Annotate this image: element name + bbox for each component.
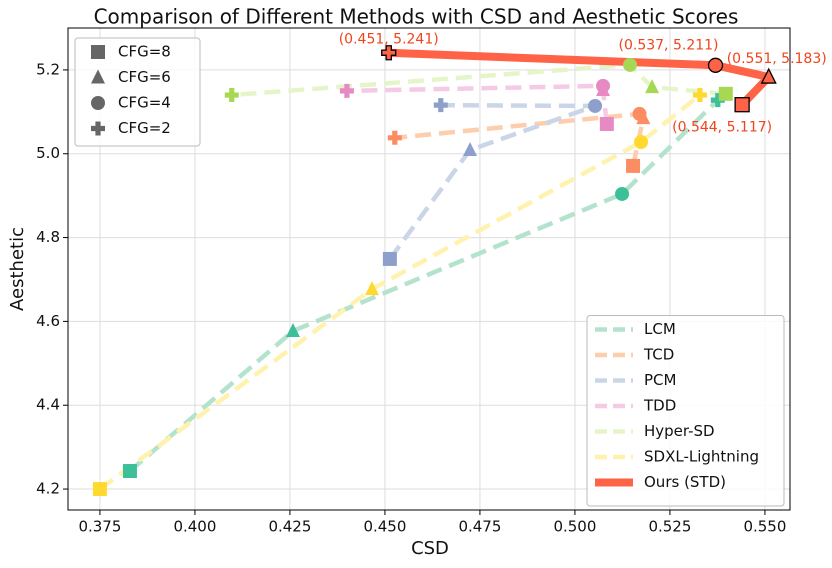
- marker-square: [626, 158, 641, 173]
- marker-circle: [615, 186, 630, 201]
- x-tick-label: 0.425: [268, 518, 311, 536]
- marker-plus: [433, 98, 448, 113]
- y-tick-label: 4.4: [36, 396, 60, 414]
- marker-plus: [339, 83, 354, 98]
- marker-triangle: [91, 69, 105, 84]
- marker-circle: [634, 135, 649, 150]
- marker-circle: [91, 96, 105, 110]
- marker-circle: [588, 98, 603, 113]
- legend-label: LCM: [644, 320, 676, 338]
- marker-square: [122, 464, 137, 479]
- legend-box: [586, 315, 785, 507]
- x-tick-label: 0.375: [78, 518, 121, 536]
- marker-plus: [381, 45, 397, 61]
- annotation: (0.544, 5.117): [672, 120, 772, 136]
- x-tick-label: 0.400: [173, 518, 216, 536]
- series-line: [388, 102, 598, 261]
- chart-title: Comparison of Different Methods with CSD…: [94, 5, 739, 29]
- x-tick-label: 0.475: [458, 518, 501, 536]
- marker-circle: [632, 106, 647, 121]
- legend-label: SDXL-Lightning: [644, 448, 759, 466]
- marker-plus: [710, 93, 725, 108]
- marker-circle: [707, 57, 724, 73]
- marker-circle: [623, 57, 638, 72]
- marker-triangle: [463, 141, 478, 156]
- y-tick-label: 5.0: [36, 144, 60, 162]
- legend-label: Hyper-SD: [644, 422, 715, 440]
- x-tick-label: 0.550: [743, 518, 786, 536]
- legend-label: PCM: [644, 371, 676, 389]
- series-line: [231, 62, 726, 98]
- marker-square: [382, 251, 397, 266]
- annotation: (0.537, 5.211): [619, 37, 719, 53]
- marker-plus: [224, 88, 239, 103]
- legend-label: CFG=6: [118, 68, 171, 86]
- y-tick-label: 5.2: [36, 60, 60, 78]
- x-tick-label: 0.500: [553, 518, 596, 536]
- y-axis-label: Aesthetic: [7, 227, 28, 311]
- marker-triangle: [285, 323, 300, 338]
- marker-square: [599, 116, 614, 131]
- series-line: [388, 48, 773, 108]
- marker-legend-box: [74, 37, 201, 147]
- marker-square: [91, 45, 105, 59]
- marker-triangle: [645, 79, 660, 94]
- legend-label: CFG=4: [118, 94, 171, 112]
- marker-square: [734, 97, 750, 113]
- legend-label: TDD: [643, 397, 676, 415]
- annotation: (0.451, 5.241): [339, 32, 439, 48]
- marker-square: [92, 482, 107, 497]
- legend-label: Ours (STD): [644, 473, 726, 491]
- series-line: [128, 98, 720, 473]
- x-axis-label: CSD: [411, 538, 449, 559]
- marker-square: [718, 86, 733, 101]
- y-tick-label: 4.2: [36, 480, 60, 498]
- marker-triangle: [365, 281, 379, 296]
- marker-plus: [91, 121, 105, 136]
- plot-frame: [67, 27, 791, 511]
- marker-triangle: [760, 67, 777, 84]
- legend-label: CFG=2: [118, 119, 171, 137]
- x-tick-label: 0.450: [363, 518, 406, 536]
- annotation: (0.551, 5.183): [727, 51, 827, 67]
- series-line: [98, 93, 702, 491]
- y-tick-label: 4.8: [36, 228, 60, 246]
- marker-plus: [692, 88, 707, 103]
- y-tick-label: 4.6: [36, 312, 60, 330]
- legend-label: CFG=8: [118, 43, 171, 61]
- legend-label: TCD: [643, 346, 674, 364]
- marker-circle: [596, 78, 611, 93]
- x-tick-label: 0.525: [648, 518, 691, 536]
- marker-plus: [387, 130, 402, 145]
